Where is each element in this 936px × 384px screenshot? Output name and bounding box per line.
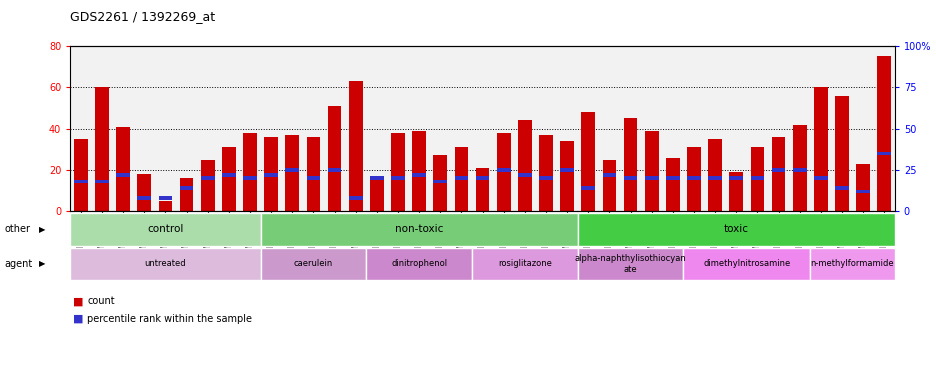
Bar <box>876 152 890 155</box>
Bar <box>876 56 890 211</box>
Text: rosiglitazone: rosiglitazone <box>497 260 551 268</box>
Bar <box>242 176 256 180</box>
Bar <box>686 176 700 180</box>
Bar <box>264 173 278 177</box>
Bar <box>792 124 806 211</box>
Bar <box>623 118 636 211</box>
Bar <box>518 173 531 177</box>
Bar <box>390 176 404 180</box>
Bar <box>180 186 193 190</box>
Bar <box>750 176 764 180</box>
Text: ■: ■ <box>73 314 83 324</box>
Bar <box>771 137 784 211</box>
Text: caerulein: caerulein <box>294 260 332 268</box>
Bar <box>686 147 700 211</box>
Bar <box>454 147 468 211</box>
Bar <box>390 133 404 211</box>
Bar <box>242 133 256 211</box>
Bar <box>348 81 362 211</box>
Text: ▶: ▶ <box>39 260 45 268</box>
Bar <box>813 176 826 180</box>
Bar <box>454 176 468 180</box>
Bar <box>623 176 636 180</box>
Bar <box>644 176 658 180</box>
Bar <box>412 173 426 177</box>
Bar <box>750 147 764 211</box>
Bar <box>834 186 848 190</box>
Bar <box>834 96 848 211</box>
Bar <box>813 88 826 211</box>
Bar <box>792 168 806 172</box>
Text: dimethylnitrosamine: dimethylnitrosamine <box>702 260 790 268</box>
Text: n-methylformamide: n-methylformamide <box>810 260 893 268</box>
Bar <box>728 172 742 211</box>
Bar <box>475 176 489 180</box>
Text: alpha-naphthylisothiocyan
ate: alpha-naphthylisothiocyan ate <box>574 254 686 274</box>
Bar <box>222 173 236 177</box>
Bar <box>665 176 679 180</box>
Bar <box>644 131 658 211</box>
Bar <box>200 160 214 211</box>
Bar <box>538 135 552 211</box>
Bar <box>433 180 446 183</box>
Text: agent: agent <box>5 259 33 269</box>
Bar <box>95 88 109 211</box>
Bar <box>74 180 88 183</box>
Bar <box>518 121 531 211</box>
Bar <box>856 164 869 211</box>
Bar <box>158 196 172 200</box>
Bar <box>328 106 341 211</box>
Bar <box>285 168 299 172</box>
Bar <box>580 186 594 190</box>
Bar <box>602 160 616 211</box>
Text: other: other <box>5 224 31 235</box>
Bar <box>602 173 616 177</box>
Text: percentile rank within the sample: percentile rank within the sample <box>87 314 252 324</box>
Bar <box>116 173 130 177</box>
Bar <box>370 180 384 211</box>
Bar <box>856 190 869 193</box>
Bar <box>412 131 426 211</box>
Bar <box>328 168 341 172</box>
Bar <box>285 135 299 211</box>
Bar <box>433 156 446 211</box>
Bar <box>138 196 151 200</box>
Text: ■: ■ <box>73 296 83 306</box>
Text: non-toxic: non-toxic <box>394 224 443 235</box>
Bar <box>74 139 88 211</box>
Bar <box>306 176 320 180</box>
Text: dinitrophenol: dinitrophenol <box>390 260 446 268</box>
Bar <box>200 176 214 180</box>
Bar <box>306 137 320 211</box>
Bar <box>138 174 151 211</box>
Bar <box>708 176 722 180</box>
Bar <box>771 168 784 172</box>
Text: toxic: toxic <box>723 224 748 235</box>
Bar <box>95 180 109 183</box>
Bar <box>538 176 552 180</box>
Bar <box>580 112 594 211</box>
Bar <box>665 157 679 211</box>
Text: GDS2261 / 1392269_at: GDS2261 / 1392269_at <box>70 10 215 23</box>
Bar <box>496 168 510 172</box>
Bar <box>728 176 742 180</box>
Bar <box>496 133 510 211</box>
Text: ▶: ▶ <box>39 225 45 234</box>
Bar <box>475 168 489 211</box>
Bar <box>180 178 193 211</box>
Bar <box>222 147 236 211</box>
Bar <box>158 201 172 211</box>
Text: control: control <box>147 224 183 235</box>
Bar <box>370 176 384 180</box>
Text: untreated: untreated <box>144 260 186 268</box>
Bar <box>708 139 722 211</box>
Bar <box>348 196 362 200</box>
Text: count: count <box>87 296 114 306</box>
Bar <box>560 141 574 211</box>
Bar <box>264 137 278 211</box>
Bar <box>116 127 130 211</box>
Bar <box>560 168 574 172</box>
